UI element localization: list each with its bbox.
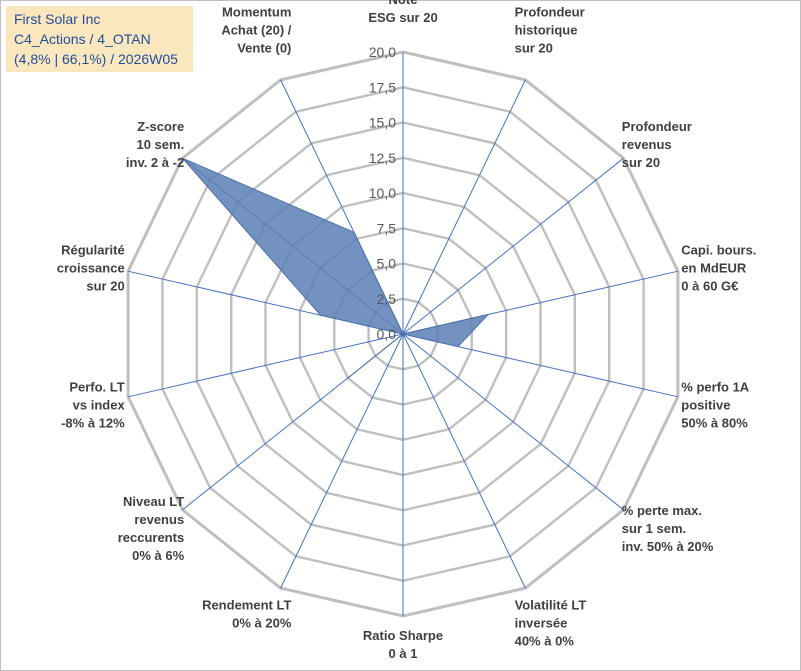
- axis-label-4: % perfo 1A positive 50% à 80%: [681, 380, 750, 431]
- axis-label-3: Capi. bours. en MdEUR 0 à 60 G€: [681, 243, 756, 294]
- series-point-3: [487, 314, 489, 315]
- title-box: First Solar Inc C4_Actions / 4_OTAN (4,8…: [6, 6, 193, 72]
- tick-label-8: 20,0: [369, 44, 396, 60]
- series-point-10: [402, 333, 404, 335]
- tick-label-7: 17,5: [369, 79, 396, 95]
- weights-and-week: (4,8% | 66,1%) / 2026W05: [14, 51, 178, 67]
- series-point-13: [353, 231, 355, 233]
- tick-label-6: 15,0: [369, 115, 396, 131]
- axis-label-2: Profondeur revenus sur 20: [622, 119, 692, 170]
- tick-label-4: 10,0: [369, 185, 396, 201]
- axis-label-1: Profondeur historique sur 20: [515, 5, 585, 56]
- axis-label-9: Niveau LT revenus reccurents 0% à 6%: [118, 494, 185, 563]
- series-point-12: [182, 157, 183, 159]
- tick-label-1: 2,5: [377, 291, 397, 307]
- series-point-7: [402, 368, 404, 370]
- axis-label-5: % perte max. sur 1 sem. inv. 50% à 20%: [622, 503, 714, 554]
- series-layer: [182, 157, 490, 379]
- series-point-9: [347, 377, 349, 379]
- axis-spoke-5: [402, 333, 624, 511]
- axis-spoke-2: [402, 157, 624, 335]
- axis-label-6: Volatilité LT inversée 40% à 0%: [515, 598, 587, 649]
- axis-label-10: Perfo. LT vs index -8% à 12%: [61, 380, 125, 431]
- series-point-4: [457, 346, 459, 348]
- portfolio-category: C4_Actions / 4_OTAN: [14, 31, 151, 47]
- series-point-11: [320, 314, 321, 316]
- axis-label-12: Z-score 10 sem. inv. 2 à -2: [126, 119, 184, 170]
- axis-label-13: Momentum Achat (20) / Vente (0): [221, 5, 291, 56]
- company-name: First Solar Inc: [14, 11, 101, 27]
- axis-label-0: NoteESG sur 20: [368, 0, 437, 25]
- tick-label-5: 12,5: [369, 150, 396, 166]
- axis-label-7: Ratio Sharpe 0 à 1: [363, 628, 443, 661]
- axis-spoke-6: [402, 333, 526, 589]
- axis-spoke-1: [402, 79, 526, 335]
- tick-label-3: 7,5: [377, 220, 397, 236]
- axis-spoke-10: [127, 333, 404, 398]
- axis-label-11: Régularité croissance sur 20: [57, 243, 125, 294]
- axis-label-8: Rendement LT 0% à 20%: [202, 598, 292, 631]
- axis-spoke-8: [280, 333, 404, 589]
- tick-label-0: 0,0: [377, 326, 397, 342]
- radial-tick-labels: 0,0 2,5 5,0 7,5 10,0 12,5 15,0 17,5 20,0: [369, 44, 396, 342]
- tick-label-2: 5,0: [377, 256, 397, 272]
- series-area: [182, 157, 490, 379]
